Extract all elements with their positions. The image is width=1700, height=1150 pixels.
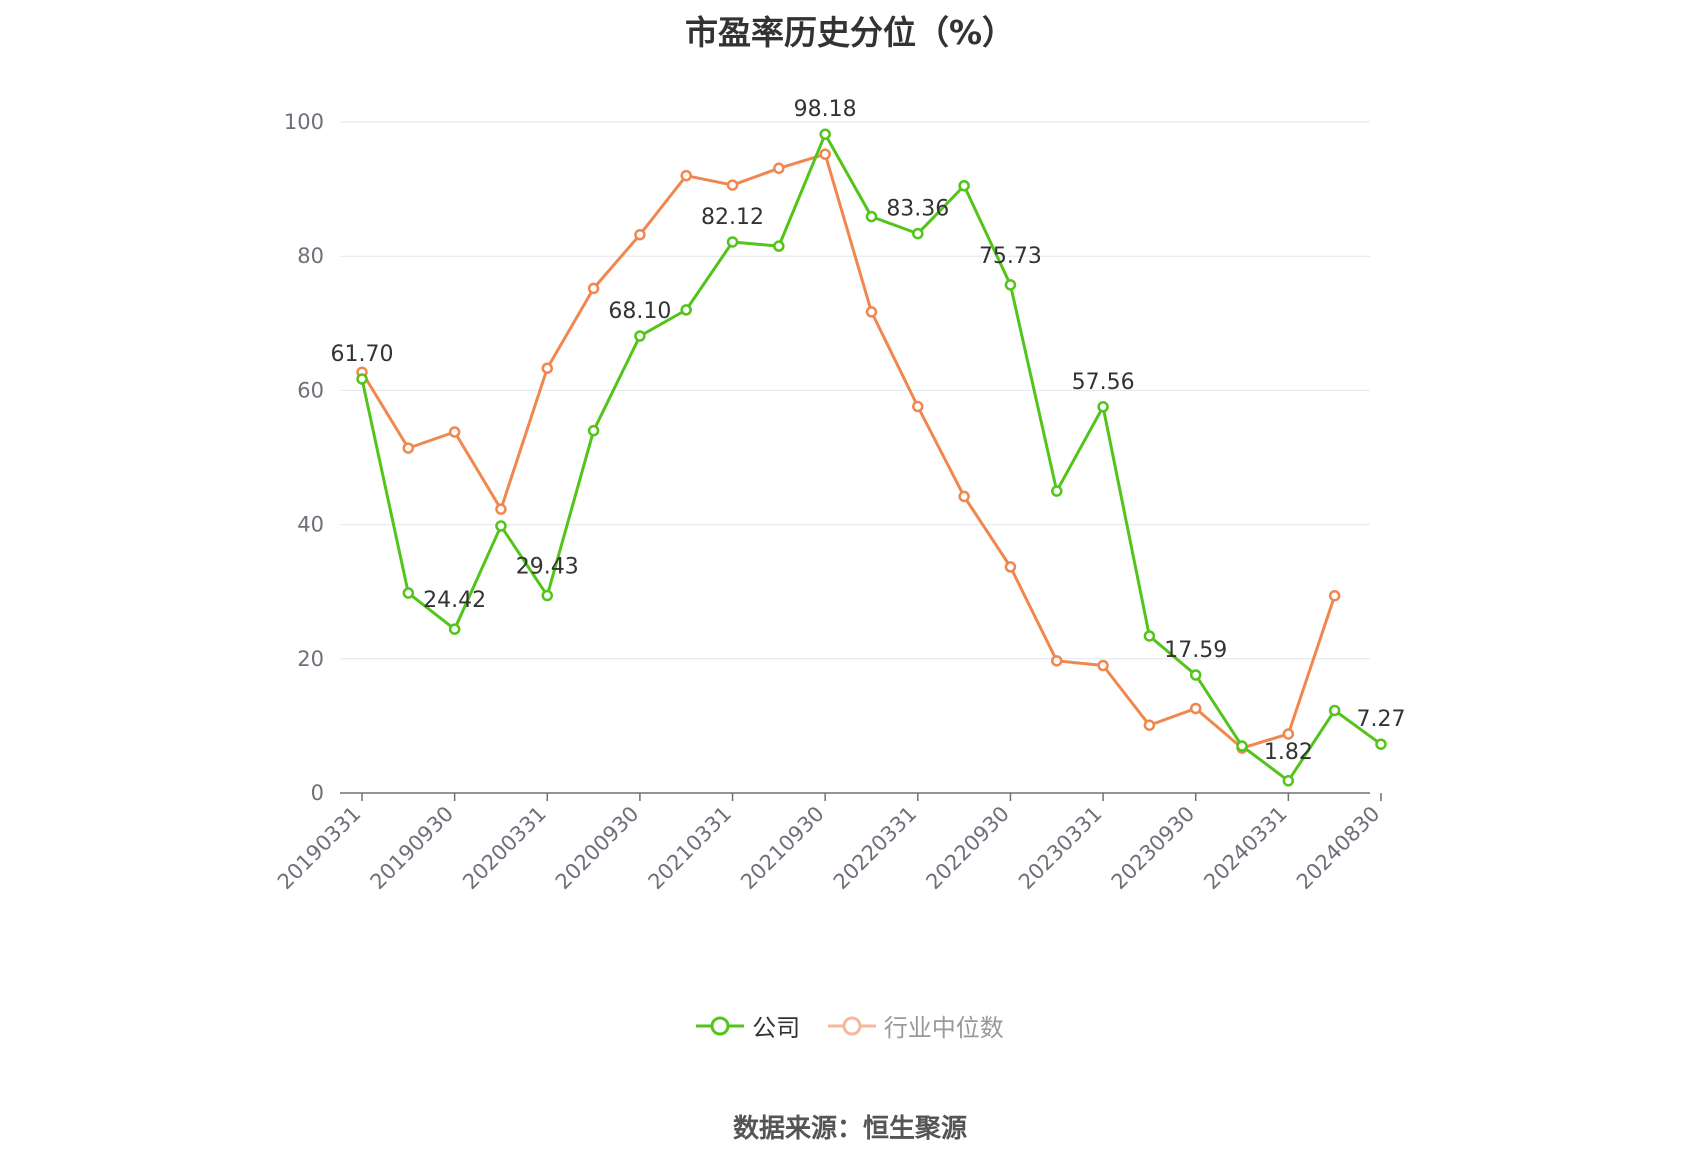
x-tick-label: 20210331 bbox=[644, 802, 737, 895]
series-point-1 bbox=[958, 490, 970, 503]
line-chart: 0 20 40 60 80 100 20190331 20190930 20200331 2020… bbox=[273, 97, 1406, 894]
legend: 公司 行业中位数 bbox=[0, 1008, 1700, 1043]
series-point-1 bbox=[1097, 659, 1109, 672]
series-point-0 bbox=[495, 520, 507, 532]
data-label: 61.70 bbox=[331, 342, 394, 367]
data-label: 82.12 bbox=[701, 205, 764, 230]
legend-company-label: 公司 bbox=[752, 1014, 801, 1042]
x-tick-label: 20220331 bbox=[829, 802, 922, 895]
data-label: 75.73 bbox=[979, 244, 1042, 269]
y-tick-label: 100 bbox=[284, 110, 324, 134]
series-point-0 bbox=[1004, 279, 1017, 291]
x-tick-label: 20240830 bbox=[1292, 802, 1385, 895]
x-tick-label: 20230331 bbox=[1014, 802, 1107, 895]
series-point-1 bbox=[541, 362, 554, 375]
x-tick-label: 20200331 bbox=[458, 802, 551, 895]
series-point-1 bbox=[773, 162, 785, 175]
legend-industry-label: 行业中位数 bbox=[883, 1014, 1004, 1042]
series-point-1 bbox=[1004, 561, 1017, 573]
legend-item-company[interactable]: 公司 bbox=[696, 1008, 800, 1043]
series-point-0 bbox=[1143, 630, 1156, 642]
series-point-1 bbox=[1189, 702, 1202, 715]
data-label: 7.27 bbox=[1356, 707, 1405, 732]
x-tick-label: 20200930 bbox=[551, 802, 644, 895]
x-tick-label: 20190331 bbox=[273, 802, 366, 895]
data-label: 57.56 bbox=[1072, 370, 1135, 395]
data-label: 83.36 bbox=[886, 197, 949, 222]
data-label-layer: 61.70 24.42 29.43 68.10 82.12 98.18 83.36 75.73… bbox=[331, 97, 1406, 765]
legend-item-industry[interactable]: 行业中位数 bbox=[827, 1008, 1004, 1043]
series-point-1 bbox=[495, 503, 507, 515]
series-point-0 bbox=[1189, 669, 1202, 681]
series-point-1 bbox=[1051, 655, 1063, 667]
series-line-0 bbox=[360, 132, 1382, 783]
series-line-1 bbox=[360, 152, 1337, 750]
y-tick-label: 60 bbox=[297, 378, 324, 402]
x-tick-label: 20220930 bbox=[921, 802, 1014, 895]
y-tick-label: 0 bbox=[311, 781, 324, 805]
data-label: 24.42 bbox=[423, 588, 486, 613]
series-point-0 bbox=[865, 210, 878, 223]
series-point-1 bbox=[865, 306, 878, 318]
data-label: 68.10 bbox=[608, 299, 671, 324]
series-point-0 bbox=[912, 227, 924, 240]
series-point-0 bbox=[958, 179, 970, 192]
y-tick-label: 40 bbox=[297, 513, 324, 537]
series-point-1 bbox=[402, 442, 415, 454]
series-point-0 bbox=[773, 240, 785, 252]
legend-industry-icon bbox=[827, 1016, 876, 1035]
series-point-1 bbox=[1143, 719, 1156, 731]
x-tick-label: 20190930 bbox=[366, 802, 459, 895]
series-point-1 bbox=[680, 169, 692, 182]
x-tick-label: 20240331 bbox=[1199, 802, 1292, 895]
series-point-1 bbox=[1282, 728, 1295, 740]
series-point-0 bbox=[1051, 485, 1063, 497]
data-source: 数据来源：恒生聚源 bbox=[732, 1114, 967, 1144]
series-point-0 bbox=[680, 304, 692, 316]
x-tick-label: 20230930 bbox=[1107, 802, 1200, 895]
series-point-1 bbox=[587, 282, 600, 295]
series-point-1 bbox=[448, 426, 461, 438]
series-point-0 bbox=[541, 589, 554, 602]
x-tick-label: 20210930 bbox=[736, 802, 829, 895]
series-layer bbox=[356, 128, 1387, 787]
series-point-0 bbox=[1097, 401, 1109, 413]
series-point-1 bbox=[912, 400, 924, 413]
grid-layer bbox=[340, 121, 1370, 660]
series-point-1 bbox=[819, 148, 831, 160]
series-point-1 bbox=[726, 179, 739, 191]
series-point-0 bbox=[1236, 740, 1248, 752]
series-point-0 bbox=[587, 424, 600, 437]
data-label: 29.43 bbox=[516, 555, 579, 580]
data-label: 98.18 bbox=[794, 97, 857, 122]
y-tick-label: 80 bbox=[297, 244, 324, 268]
data-label: 1.82 bbox=[1264, 740, 1313, 765]
series-point-0 bbox=[1375, 738, 1387, 750]
series-point-0 bbox=[448, 623, 461, 635]
series-point-0 bbox=[819, 128, 831, 140]
series-point-0 bbox=[634, 330, 646, 342]
chart-title: 市盈率历史分位（%） bbox=[684, 13, 1016, 52]
axis-layer: 0 20 40 60 80 100 20190331 20190930 20200331 2020… bbox=[273, 110, 1385, 894]
series-point-0 bbox=[726, 236, 739, 248]
series-point-0 bbox=[1328, 704, 1341, 717]
series-point-1 bbox=[1328, 589, 1341, 602]
legend-company-icon bbox=[696, 1016, 745, 1035]
series-point-0 bbox=[402, 587, 415, 599]
data-label: 17.59 bbox=[1164, 638, 1227, 663]
series-point-1 bbox=[634, 228, 646, 241]
series-point-0 bbox=[356, 373, 368, 385]
series-point-0 bbox=[1282, 775, 1295, 787]
y-tick-label: 20 bbox=[297, 647, 324, 671]
